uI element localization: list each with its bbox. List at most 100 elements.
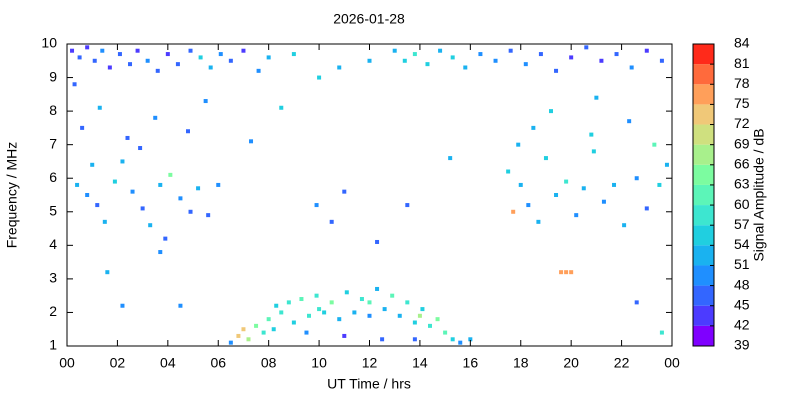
data-point (657, 182, 662, 187)
data-point (196, 186, 201, 191)
colorbar-tick-label: 81 (734, 55, 750, 71)
colorbar-tick-label: 57 (734, 216, 750, 232)
colorbar-tick-label: 48 (734, 276, 750, 292)
data-point (175, 62, 180, 67)
data-point (95, 203, 100, 208)
data-point (412, 320, 417, 325)
data-point (329, 219, 334, 224)
data-point (249, 139, 254, 144)
colorbar-bin (693, 164, 714, 185)
data-point (463, 65, 468, 70)
colorbar-bin (693, 245, 714, 266)
data-point (564, 270, 569, 275)
data-point (531, 125, 536, 130)
data-point (165, 52, 170, 57)
data-point (254, 323, 259, 328)
data-point (559, 270, 564, 275)
colorbar-label: Signal Amplitude / dB (751, 128, 767, 261)
data-point (450, 55, 455, 60)
y-tick-label: 10 (41, 35, 57, 51)
data-point (188, 48, 193, 53)
data-point (594, 95, 599, 100)
data-point (342, 333, 347, 338)
data-point (77, 55, 82, 60)
data-point (417, 313, 422, 318)
colorbar-tick-label: 63 (734, 176, 750, 192)
data-point (392, 48, 397, 53)
data-point (601, 199, 606, 204)
data-point (634, 176, 639, 181)
data-point (216, 182, 221, 187)
data-point (186, 129, 190, 134)
data-point (85, 193, 90, 197)
data-point (120, 303, 125, 308)
data-point (105, 270, 110, 275)
chart-title: 2026-01-28 (333, 11, 405, 27)
data-point (627, 119, 632, 124)
x-tick-label: 02 (110, 355, 126, 371)
x-tick-label: 20 (563, 355, 579, 371)
data-point (228, 340, 233, 345)
data-point (584, 45, 589, 50)
data-point (168, 172, 173, 177)
data-point (659, 330, 664, 335)
data-point (599, 58, 604, 63)
colorbar-bin (693, 44, 714, 65)
data-point (536, 219, 541, 224)
x-tick-label: 08 (261, 355, 277, 371)
colorbar-tick-label: 75 (734, 95, 750, 111)
data-point (478, 52, 483, 57)
y-tick-label: 5 (49, 202, 57, 218)
y-tick-label: 1 (49, 337, 57, 353)
data-point (153, 115, 158, 120)
data-point (390, 293, 395, 298)
data-point (148, 223, 153, 228)
data-point (468, 337, 473, 342)
data-point (307, 313, 311, 318)
data-point (178, 196, 183, 201)
data-point (523, 62, 528, 67)
colorbar-bin (693, 184, 714, 206)
colorbar-tick-label: 45 (734, 296, 750, 312)
data-point (140, 206, 145, 211)
data-point (367, 300, 372, 305)
data-point (342, 189, 347, 194)
colorbar-tick-label: 69 (734, 135, 750, 151)
data-point (412, 52, 417, 57)
colorbar-bin (693, 285, 714, 306)
data-point (291, 320, 296, 325)
data-point (614, 52, 619, 57)
data-point (198, 55, 203, 60)
data-point (107, 65, 112, 70)
data-point (90, 162, 95, 167)
x-tick-label: 22 (614, 355, 630, 371)
x-tick-label: 00 (664, 355, 680, 371)
colorbar-bin (693, 225, 714, 246)
data-point (458, 340, 463, 345)
data-point (299, 297, 304, 302)
x-axis-label: UT Time / hrs (327, 376, 411, 392)
x-tick-label: 16 (463, 355, 479, 371)
data-point (420, 307, 425, 312)
y-tick-label: 3 (49, 270, 57, 286)
colorbar-bin (693, 305, 714, 326)
data-point (218, 52, 223, 57)
colorbar-bin (693, 104, 714, 125)
colorbar-bin (693, 144, 714, 165)
data-point (435, 317, 440, 322)
y-tick-label: 8 (49, 102, 57, 118)
data-point (317, 75, 322, 80)
data-point (102, 219, 107, 224)
y-axis-label: Frequency / MHz (4, 142, 20, 249)
data-point (112, 179, 117, 184)
data-point (526, 203, 531, 208)
data-point (291, 52, 296, 57)
data-point (279, 105, 284, 110)
data-point (120, 159, 125, 164)
data-point (382, 307, 387, 312)
y-tick-label: 7 (49, 135, 57, 151)
data-point (145, 58, 150, 63)
data-point (100, 48, 105, 53)
data-point (569, 270, 574, 275)
